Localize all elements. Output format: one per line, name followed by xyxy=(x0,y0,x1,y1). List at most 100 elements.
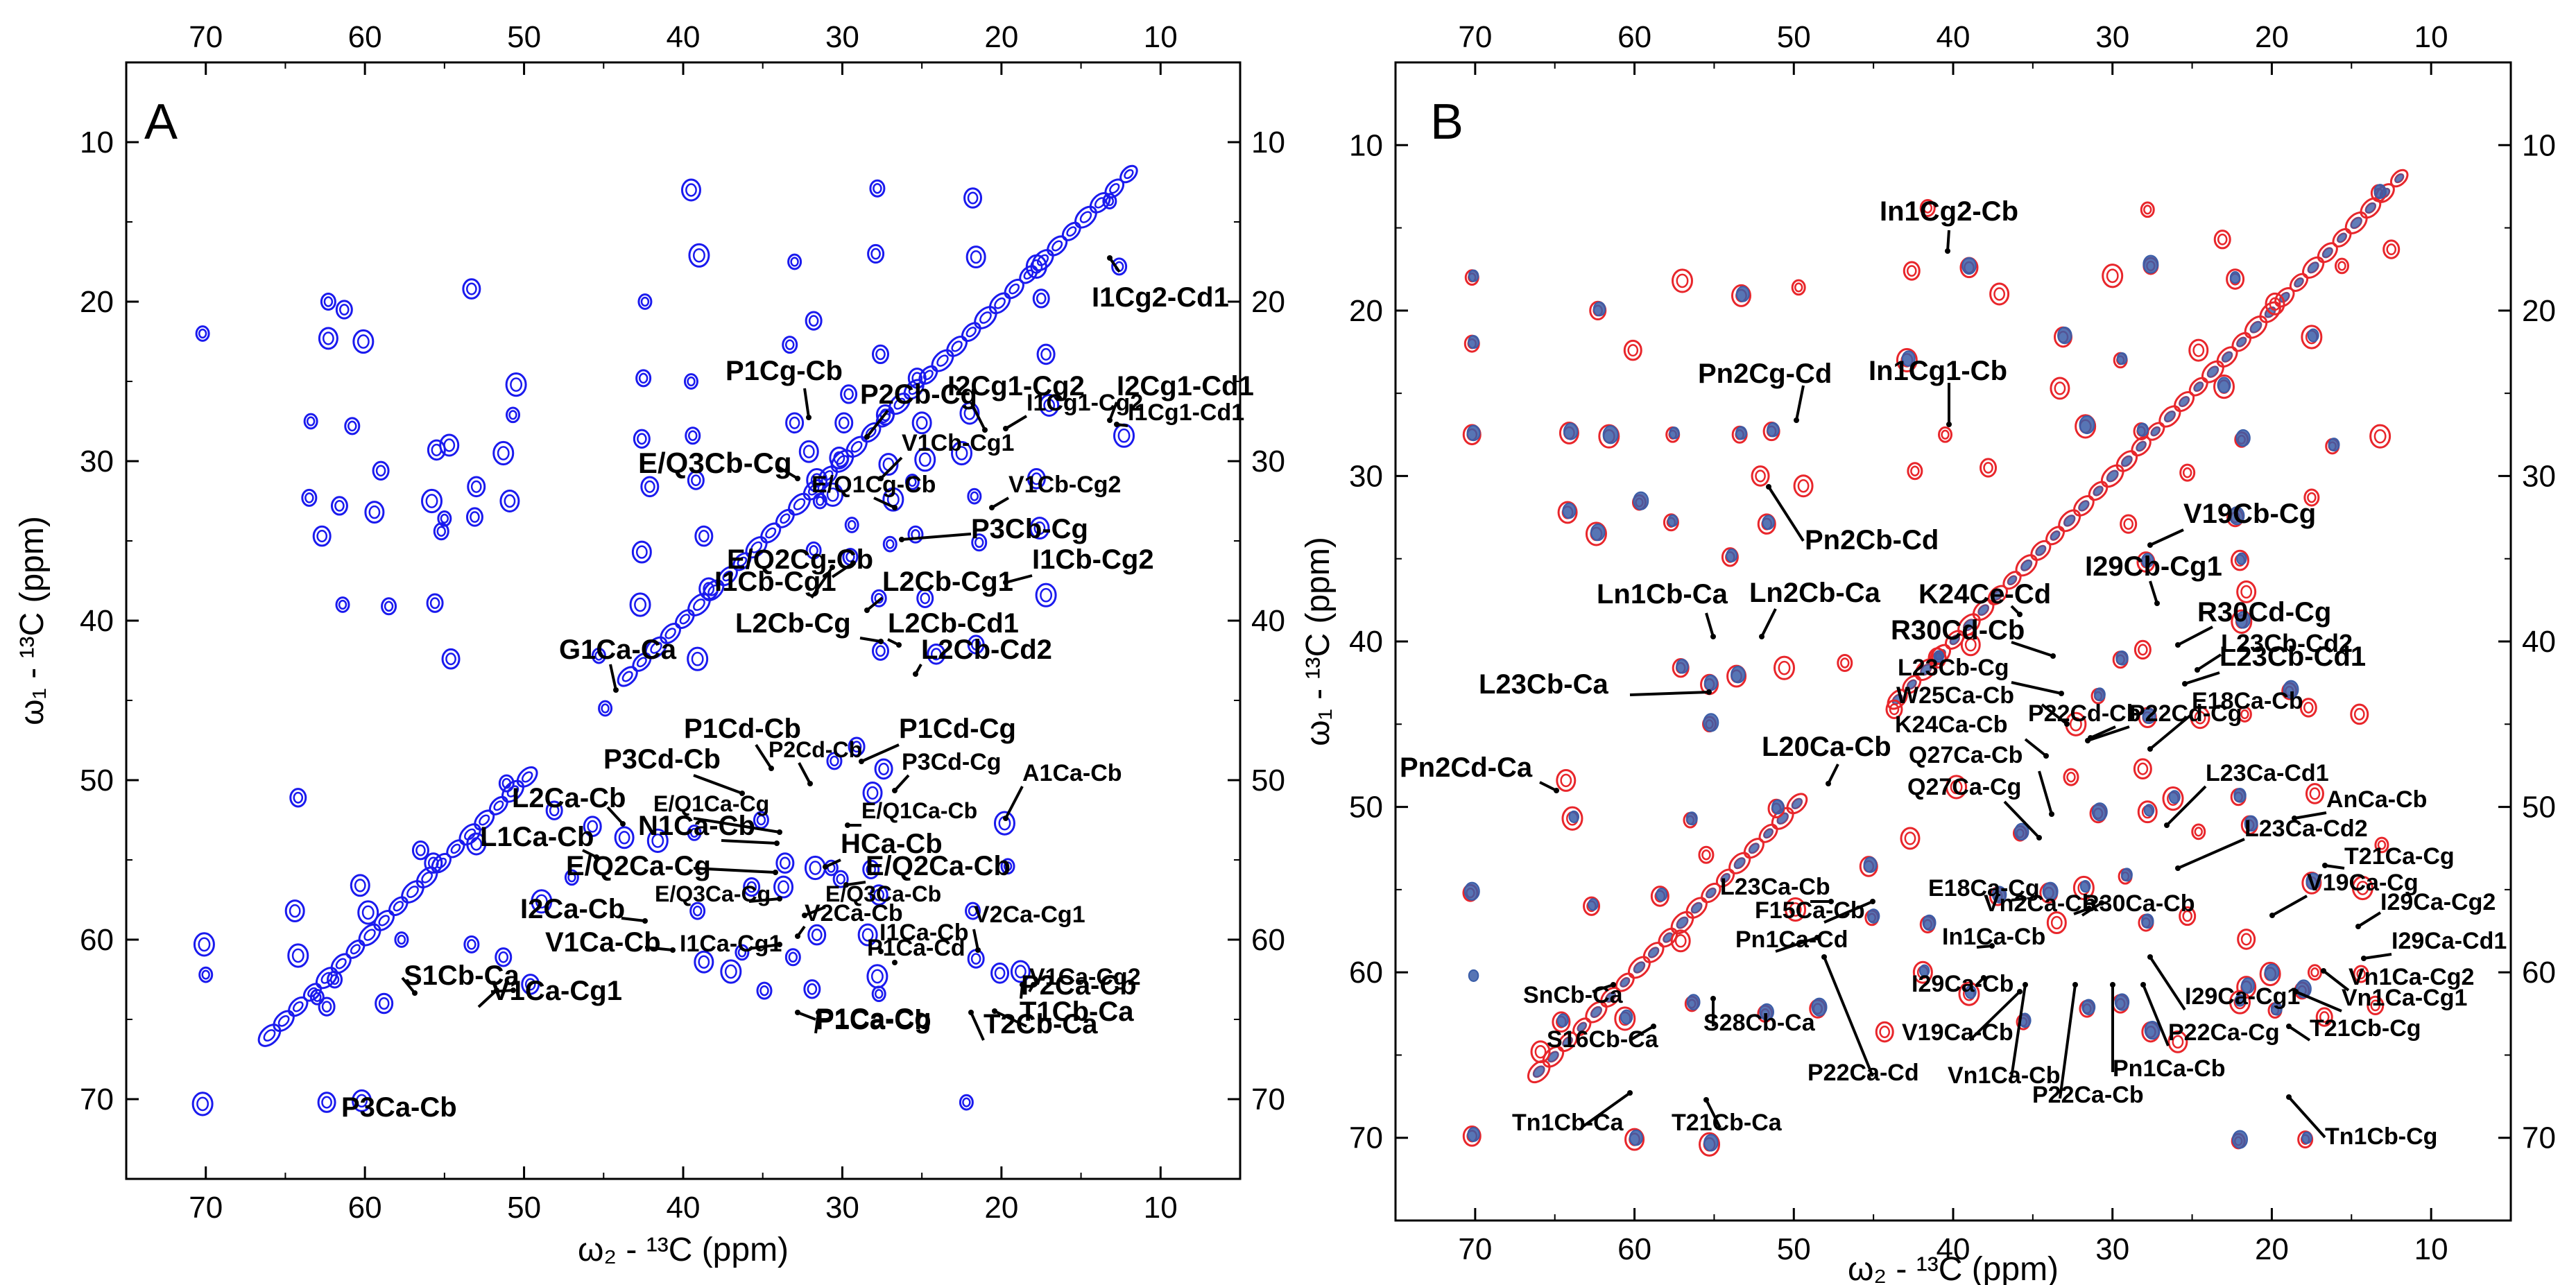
peak xyxy=(914,447,936,472)
peak xyxy=(1989,282,2010,306)
annotation-leader-tip xyxy=(777,829,782,835)
peak xyxy=(1726,664,1747,688)
annotation-leader-tip xyxy=(878,639,884,644)
peak-annotation: P3Cd-Cg xyxy=(902,749,1002,775)
diagonal-contour-blue xyxy=(1950,635,1960,645)
diagonal-contour-blue xyxy=(1792,797,1803,809)
diagonal-contour xyxy=(345,939,366,959)
diagonal-contour xyxy=(979,311,992,324)
diagonal-contour xyxy=(632,652,652,672)
peak-annotation: Q27Ca-Cb xyxy=(1909,742,2023,768)
peak xyxy=(2335,257,2350,275)
y-tick-label-right: 70 xyxy=(1251,1083,1285,1116)
annotation-leader-tip xyxy=(1020,982,1025,988)
peak xyxy=(354,879,366,892)
peak xyxy=(689,902,706,920)
diagonal-contour xyxy=(1542,1046,1565,1068)
peak xyxy=(1534,1044,1547,1059)
peak xyxy=(1906,265,1917,277)
peak xyxy=(1117,428,1131,443)
annotation-leader-tip xyxy=(1821,954,1827,960)
x-tick-label-bottom: 60 xyxy=(348,1191,382,1225)
diagonal-contour-blue xyxy=(2364,202,2376,214)
peak-annotation: L23Ca-Cd2 xyxy=(2244,816,2368,842)
diagonal-contour xyxy=(2302,256,2325,279)
peak xyxy=(2115,650,2129,666)
annotation-leader-tip xyxy=(1814,935,1820,940)
peak xyxy=(2230,549,2249,571)
peak xyxy=(614,826,635,850)
diagonal-contour xyxy=(1600,986,1622,1008)
peak xyxy=(427,439,446,461)
peak xyxy=(2269,297,2281,311)
peak xyxy=(470,511,480,523)
y-tick-label-right: 30 xyxy=(2522,459,2556,493)
annotation-leader-tip xyxy=(620,821,626,827)
peak xyxy=(321,1001,332,1012)
annotation-leader xyxy=(2041,703,2068,725)
diagonal-contour xyxy=(1987,585,2009,605)
annotation-leader-tip xyxy=(1651,1024,1656,1029)
annotation-leader xyxy=(804,906,826,917)
peak xyxy=(433,522,449,541)
diagonal-contour xyxy=(516,766,538,788)
peak xyxy=(2367,995,2385,1016)
peak xyxy=(870,969,884,984)
peak xyxy=(963,187,983,209)
diagonal-contour xyxy=(793,498,806,510)
peak xyxy=(1889,703,1900,716)
peak xyxy=(687,825,702,841)
diagonal-contour xyxy=(2131,435,2152,457)
peak xyxy=(2133,758,2152,779)
annotation-leader-tip xyxy=(1946,422,1952,427)
x-tick-label-bottom: 50 xyxy=(507,1191,541,1225)
annotation-leader-tip xyxy=(2147,746,2153,752)
peak xyxy=(1585,521,1607,546)
peak xyxy=(962,1097,971,1107)
peak xyxy=(1793,474,1814,498)
peak xyxy=(812,492,827,510)
peak xyxy=(2356,881,2369,895)
peak-annotation: Vn1Ca-Cg1 xyxy=(2342,985,2467,1011)
peak xyxy=(2069,716,2082,732)
annotation-leader-tip xyxy=(2175,642,2181,648)
y-tick-label-left: 20 xyxy=(1349,294,1383,328)
x-tick-label-bottom: 70 xyxy=(189,1191,223,1225)
x-axis-label: ω₂ - ¹³C (ppm) xyxy=(1848,1251,2059,1285)
peak xyxy=(746,881,757,893)
peak xyxy=(687,470,705,490)
diagonal-contour xyxy=(2244,315,2268,339)
peak-annotation: I1Cg2-Cd1 xyxy=(1092,282,1229,313)
peak xyxy=(306,416,316,426)
y-tick-label-left: 40 xyxy=(80,604,114,638)
peak xyxy=(381,597,397,616)
peak xyxy=(2231,1130,2248,1149)
peak-annotation: Pn2Cg-Cd xyxy=(1698,359,1832,389)
peak xyxy=(1667,514,1678,527)
series-1 xyxy=(1463,184,2387,1152)
peak xyxy=(2190,706,2210,730)
peak xyxy=(688,243,710,268)
y-tick-label-right: 40 xyxy=(1251,604,1285,638)
peak xyxy=(866,786,879,800)
peak xyxy=(1762,515,1775,531)
peak xyxy=(287,943,309,968)
peak xyxy=(862,781,883,804)
peak xyxy=(191,1092,214,1116)
diagonal-contour xyxy=(1585,1001,1608,1024)
diagonal-contour-blue xyxy=(1547,1051,1559,1062)
annotation-leader xyxy=(748,943,780,950)
peak xyxy=(501,777,512,789)
peak xyxy=(2231,609,2253,634)
y-tick-label-right: 50 xyxy=(1251,764,1285,797)
diagonal-contour-blue xyxy=(2236,336,2247,347)
annotation-leader xyxy=(775,465,799,480)
peak xyxy=(2301,325,2323,350)
annotation-leader xyxy=(798,762,812,784)
annotation-leader-tip xyxy=(1706,689,1712,695)
peak xyxy=(807,924,827,946)
peak-annotation: E18Ca-Cb xyxy=(2192,688,2303,714)
peak xyxy=(1102,193,1117,209)
peak xyxy=(2283,680,2299,699)
peak xyxy=(1466,424,1481,442)
